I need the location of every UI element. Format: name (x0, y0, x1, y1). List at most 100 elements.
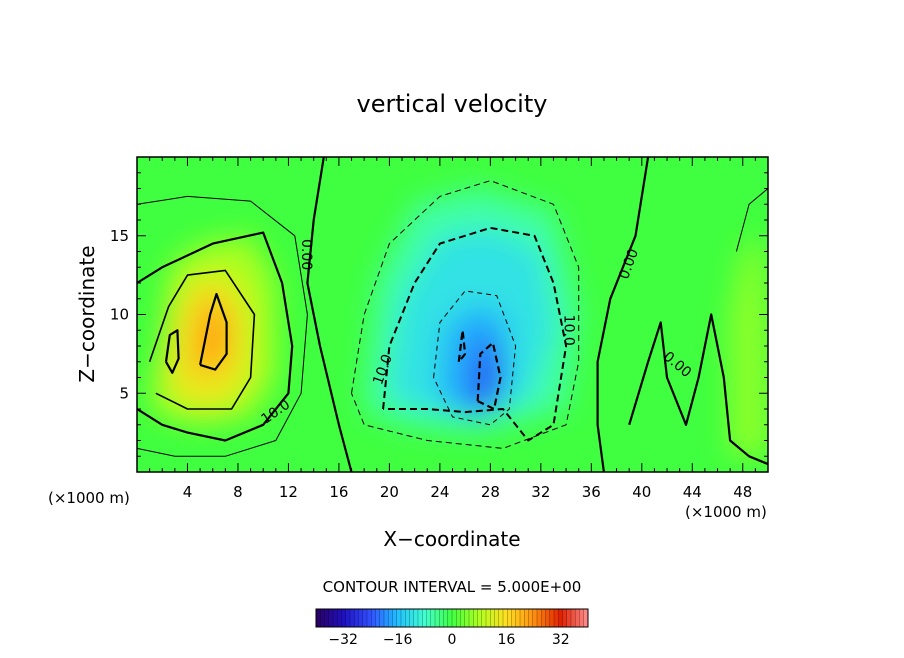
colorbar-swatch (435, 609, 440, 627)
colorbar-swatch (477, 609, 483, 627)
chart-title: vertical velocity (357, 90, 548, 118)
colorbar-swatch (503, 609, 508, 627)
colorbar-swatch (354, 609, 359, 627)
colorbar-swatch (409, 609, 415, 627)
colorbar-ticks: −32 −16 0 16 32 (328, 632, 569, 648)
contour-minus-five (351, 180, 580, 449)
colorbar-swatch (384, 609, 389, 627)
x-axis: 4 8 12 16 20 24 28 32 36 40 44 48 (136, 157, 769, 501)
x-tick-label: 32 (531, 483, 550, 501)
colorbar-swatch (490, 609, 495, 627)
colorbar-swatch (481, 609, 487, 627)
contour-interval-text: CONTOUR INTERVAL = 5.000E+00 (323, 578, 582, 596)
x-tick-label: 16 (329, 483, 348, 501)
x-tick-label: 28 (481, 483, 500, 501)
colorbar-swatch (554, 609, 559, 627)
colorbar-swatch (405, 609, 410, 627)
colorbar-swatch (341, 609, 347, 627)
colorbar-swatch (469, 609, 474, 627)
colorbar-swatch (375, 609, 381, 627)
x-tick-label: 4 (183, 483, 193, 501)
x-tick-label: 48 (733, 483, 752, 501)
colorbar-swatch (430, 609, 436, 627)
colorbar-swatch (464, 609, 470, 627)
contour-zero-left (306, 157, 353, 472)
colorbar-swatch (528, 609, 534, 627)
colorbar-swatch (350, 609, 355, 627)
colorbar-swatch (320, 609, 325, 627)
colorbar-swatch (447, 609, 453, 627)
colorbar-swatch (456, 609, 461, 627)
colorbar-swatch (422, 609, 427, 627)
colorbar-swatch (532, 609, 538, 627)
colorbar-swatch (549, 609, 555, 627)
colorbar-tick-label: 16 (497, 632, 515, 648)
x-unit-left: (×1000 m) (48, 489, 130, 507)
colorbar-swatch (324, 609, 330, 627)
contour-minus-twenty (457, 329, 467, 363)
colorbar-swatch (413, 609, 419, 627)
x-unit-right: (×1000 m) (685, 503, 767, 521)
colorbar-swatch (418, 609, 423, 627)
colorbar-swatch (358, 609, 364, 627)
colorbar-swatch (460, 609, 466, 627)
contour-minus-fifteen (433, 290, 517, 426)
colorbar-swatch (558, 609, 563, 627)
x-axis-label: X−coordinate (383, 527, 520, 551)
colorbar-tick-label: 32 (552, 632, 570, 648)
colorbar-swatch (388, 609, 393, 627)
x-tick-label: 36 (582, 483, 601, 501)
colorbar-swatch (562, 609, 568, 627)
y-tick-label: 10 (110, 306, 129, 324)
colorbar-swatch (362, 609, 368, 627)
colorbar-swatch (511, 609, 517, 627)
colorbar-swatch (579, 609, 585, 627)
colorbar-swatch (524, 609, 529, 627)
contour-zero-ridges (628, 313, 768, 466)
y-axis: 5 10 15 (110, 156, 768, 473)
y-axis-label: Z−coordinate (75, 245, 99, 382)
contour-zero-right (596, 157, 650, 472)
colorbar-swatch (494, 609, 500, 627)
colorbar-swatch (566, 609, 572, 627)
colorbar-swatch (545, 609, 551, 627)
colorbar-swatch (426, 609, 432, 627)
colorbar-swatch (316, 609, 321, 627)
x-tick-label: 20 (380, 483, 399, 501)
contour-label: 10.0 (561, 315, 577, 346)
colorbar-swatch (498, 609, 504, 627)
y-tick-label: 5 (119, 384, 129, 402)
colorbar-swatch (507, 609, 512, 627)
colorbar-swatch (439, 609, 444, 627)
colorbar-swatch (337, 609, 342, 627)
field-region-8 (730, 235, 768, 457)
contour-fifteen (148, 269, 256, 410)
contour-minus-twenty-b (476, 341, 502, 411)
colorbar-swatch (541, 609, 546, 627)
colorbar-swatch (575, 609, 580, 627)
x-tick-label: 24 (430, 483, 449, 501)
colorbar-swatch (367, 609, 372, 627)
colorbar-swatch (473, 609, 478, 627)
colorbar-swatch (443, 609, 449, 627)
x-tick-label: 8 (233, 483, 243, 501)
contour-minus-ten (382, 226, 568, 442)
colorbar-swatch (486, 609, 491, 627)
contour-five-left (137, 195, 308, 457)
contour-label: 0.00 (298, 239, 314, 270)
colorbar-swatch (333, 609, 338, 627)
colorbar-tick-label: −32 (328, 632, 358, 648)
colorbar-swatch (392, 609, 398, 627)
colorbar-swatch (452, 609, 457, 627)
contour-twenty-b (164, 329, 180, 374)
field-region-3 (200, 298, 226, 362)
colorbar-tick-label: 0 (448, 632, 457, 648)
colorbar-frame (315, 608, 589, 628)
colorbar-swatch (328, 609, 334, 627)
contour-ten-left (137, 231, 294, 442)
colorbar-tick-label: −16 (383, 632, 413, 648)
y-tick-label: 15 (110, 227, 129, 245)
